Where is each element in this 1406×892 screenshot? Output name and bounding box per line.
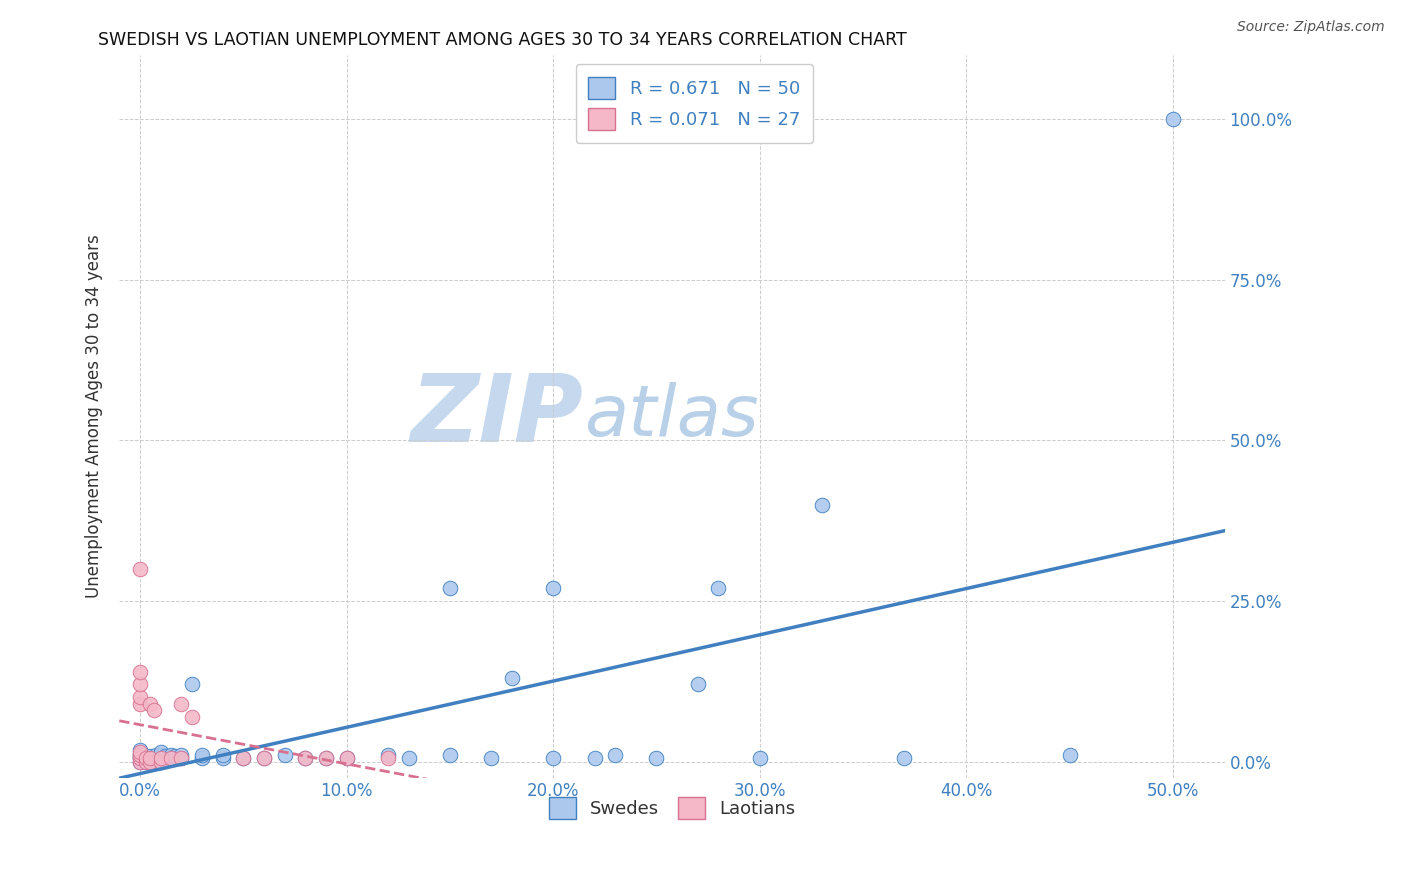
Point bbox=[139, 755, 162, 769]
Point bbox=[398, 751, 420, 765]
Point bbox=[149, 745, 172, 759]
Point bbox=[232, 751, 254, 765]
Point bbox=[149, 751, 172, 765]
Point bbox=[143, 703, 166, 717]
Point bbox=[129, 755, 152, 769]
Text: ZIP: ZIP bbox=[411, 370, 583, 462]
Point bbox=[129, 751, 152, 765]
Point bbox=[149, 748, 172, 763]
Point bbox=[139, 697, 162, 711]
Point bbox=[211, 751, 233, 765]
Point bbox=[893, 751, 915, 765]
Point bbox=[170, 697, 193, 711]
Point bbox=[479, 751, 502, 765]
Text: atlas: atlas bbox=[583, 382, 758, 450]
Point bbox=[129, 697, 152, 711]
Point bbox=[160, 751, 183, 765]
Point bbox=[377, 748, 399, 763]
Point bbox=[377, 751, 399, 765]
Point bbox=[129, 755, 152, 769]
Point bbox=[129, 751, 152, 765]
Point bbox=[129, 749, 152, 764]
Point bbox=[143, 755, 166, 769]
Point bbox=[439, 581, 461, 595]
Point bbox=[160, 748, 183, 763]
Text: SWEDISH VS LAOTIAN UNEMPLOYMENT AMONG AGES 30 TO 34 YEARS CORRELATION CHART: SWEDISH VS LAOTIAN UNEMPLOYMENT AMONG AG… bbox=[98, 31, 907, 49]
Point bbox=[180, 709, 202, 723]
Point bbox=[191, 751, 214, 765]
Point bbox=[232, 751, 254, 765]
Point bbox=[253, 751, 276, 765]
Point bbox=[129, 562, 152, 576]
Point bbox=[605, 748, 627, 763]
Legend: Swedes, Laotians: Swedes, Laotians bbox=[541, 789, 803, 826]
Point bbox=[315, 751, 337, 765]
Point bbox=[253, 751, 276, 765]
Point bbox=[129, 745, 152, 759]
Point bbox=[1059, 748, 1081, 763]
Point bbox=[170, 748, 193, 763]
Point bbox=[294, 751, 316, 765]
Point bbox=[135, 755, 157, 769]
Point bbox=[139, 751, 162, 765]
Point bbox=[149, 751, 172, 765]
Point bbox=[315, 751, 337, 765]
Point bbox=[541, 581, 564, 595]
Point bbox=[170, 751, 193, 765]
Point bbox=[165, 749, 187, 764]
Point bbox=[810, 498, 832, 512]
Point bbox=[211, 748, 233, 763]
Point bbox=[149, 755, 172, 769]
Point bbox=[180, 677, 202, 691]
Point bbox=[501, 671, 523, 685]
Point bbox=[135, 751, 157, 765]
Point bbox=[748, 751, 770, 765]
Point bbox=[135, 755, 157, 769]
Text: Source: ZipAtlas.com: Source: ZipAtlas.com bbox=[1237, 20, 1385, 34]
Point bbox=[129, 743, 152, 757]
Point bbox=[139, 749, 162, 764]
Point bbox=[153, 749, 176, 764]
Point bbox=[645, 751, 668, 765]
Point bbox=[707, 581, 730, 595]
Point bbox=[294, 751, 316, 765]
Point bbox=[191, 748, 214, 763]
Point bbox=[160, 751, 183, 765]
Point bbox=[149, 755, 172, 769]
Point bbox=[541, 751, 564, 765]
Point bbox=[583, 751, 606, 765]
Point bbox=[686, 677, 709, 691]
Point bbox=[335, 751, 357, 765]
Point bbox=[129, 748, 152, 763]
Point bbox=[129, 690, 152, 705]
Point bbox=[129, 677, 152, 691]
Point bbox=[129, 665, 152, 679]
Point bbox=[135, 751, 157, 765]
Point bbox=[335, 751, 357, 765]
Point bbox=[273, 748, 295, 763]
Point bbox=[129, 747, 152, 761]
Point bbox=[145, 748, 167, 763]
Point bbox=[439, 748, 461, 763]
Point bbox=[143, 751, 166, 765]
Point bbox=[170, 751, 193, 765]
Point bbox=[1161, 112, 1184, 127]
Y-axis label: Unemployment Among Ages 30 to 34 years: Unemployment Among Ages 30 to 34 years bbox=[86, 235, 103, 599]
